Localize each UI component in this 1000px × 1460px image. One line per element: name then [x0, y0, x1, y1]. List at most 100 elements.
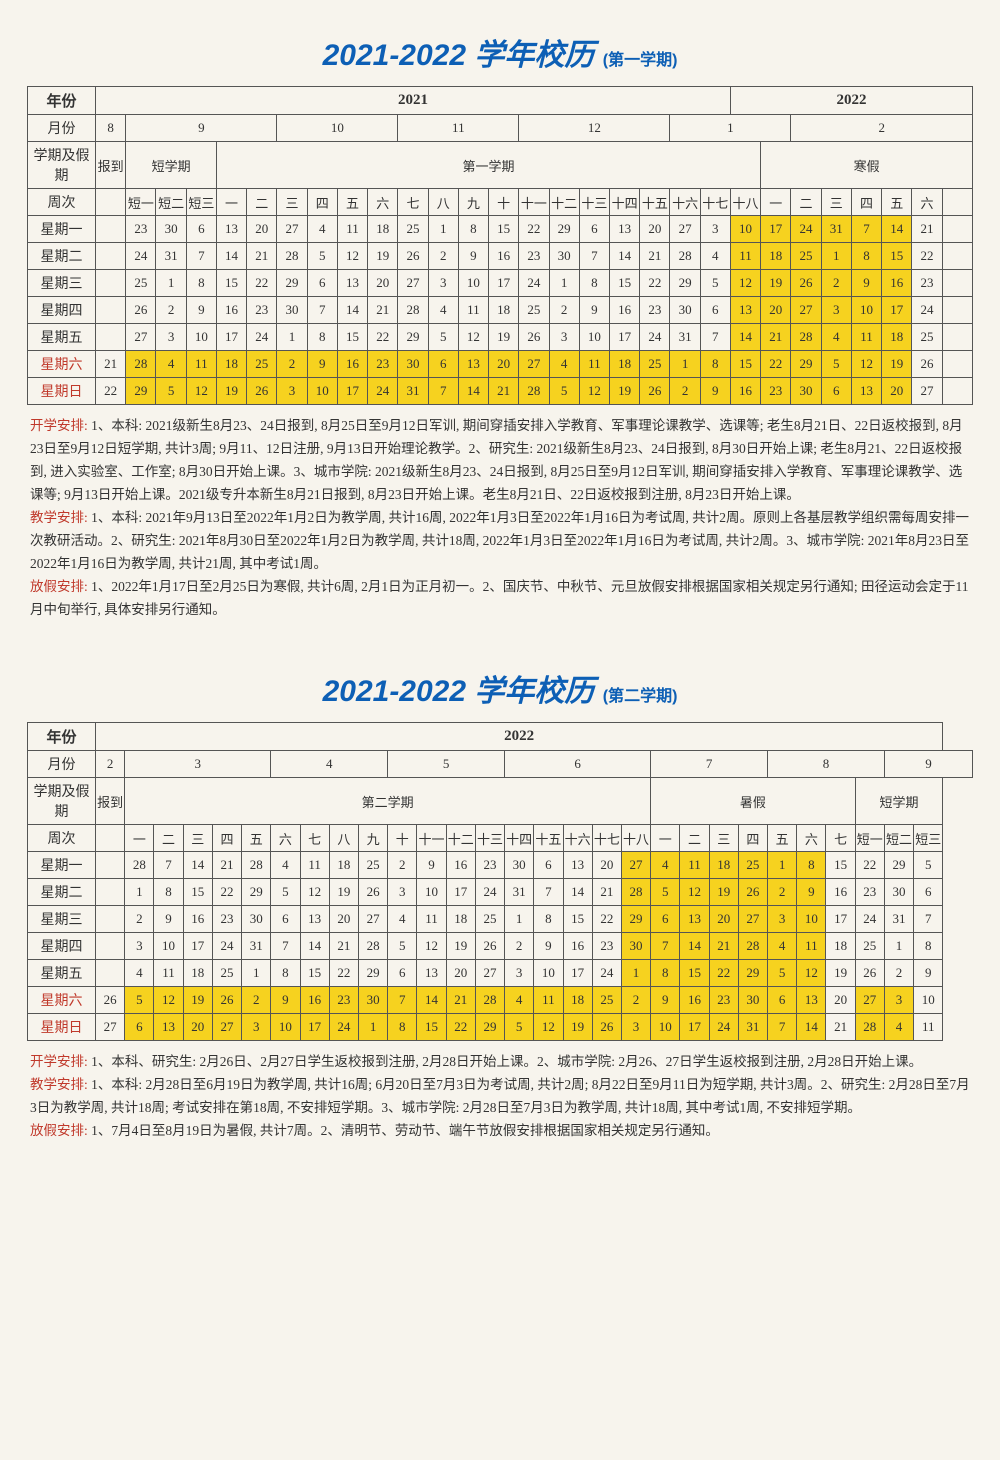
- date-cell: 25: [126, 270, 156, 297]
- date-cell: [96, 216, 126, 243]
- date-cell: 9: [271, 987, 300, 1014]
- date-cell: 24: [855, 906, 884, 933]
- date-cell: 16: [563, 933, 592, 960]
- week-cell: 短二: [884, 825, 913, 852]
- date-cell: 23: [368, 351, 398, 378]
- date-cell: 15: [563, 906, 592, 933]
- date-cell: 4: [125, 960, 154, 987]
- date-cell: 12: [797, 960, 826, 987]
- week-cell: 七: [826, 825, 855, 852]
- date-cell: 16: [183, 906, 212, 933]
- date-cell: 15: [417, 1014, 446, 1041]
- date-cell: 7: [651, 933, 680, 960]
- date-cell: 6: [534, 852, 563, 879]
- date-cell: 8: [651, 960, 680, 987]
- date-cell: 6: [271, 906, 300, 933]
- date-cell: 5: [914, 852, 943, 879]
- date-cell: 14: [563, 879, 592, 906]
- date-cell: 22: [761, 351, 791, 378]
- date-cell: 30: [670, 297, 700, 324]
- date-cell: 16: [489, 243, 519, 270]
- date-cell: 1: [277, 324, 307, 351]
- date-cell: 21: [912, 216, 942, 243]
- date-cell: 26: [358, 879, 387, 906]
- week-cell: [96, 825, 125, 852]
- week-cell: 三: [821, 189, 851, 216]
- date-cell: 9: [417, 852, 446, 879]
- date-cell: 25: [791, 243, 821, 270]
- week-cell: 十四: [505, 825, 534, 852]
- date-cell: 11: [851, 324, 881, 351]
- date-cell: 10: [851, 297, 881, 324]
- date-cell: 21: [709, 933, 738, 960]
- date-cell: 30: [621, 933, 650, 960]
- date-cell: 20: [247, 216, 277, 243]
- date-cell: 11: [337, 216, 367, 243]
- week-cell: 九: [458, 189, 488, 216]
- date-cell: 10: [651, 1014, 680, 1041]
- date-cell: 3: [700, 216, 730, 243]
- date-cell: 8: [579, 270, 609, 297]
- date-cell: 12: [851, 351, 881, 378]
- date-cell: 24: [912, 297, 942, 324]
- date-cell: 4: [884, 1014, 913, 1041]
- date-cell: 28: [126, 351, 156, 378]
- date-cell: 17: [609, 324, 639, 351]
- week-cell: 十六: [563, 825, 592, 852]
- date-cell: 20: [709, 906, 738, 933]
- date-cell: 8: [388, 1014, 417, 1041]
- date-cell: 27: [212, 1014, 241, 1041]
- date-cell: 8: [797, 852, 826, 879]
- day-label: 星期五: [28, 324, 96, 351]
- week-cell: 十七: [700, 189, 730, 216]
- row-month: 月份23456789: [28, 751, 973, 778]
- date-cell: 26: [212, 987, 241, 1014]
- day-row: 星期日2229512192631017243171421285121926291…: [28, 378, 973, 405]
- date-cell: 22: [912, 243, 942, 270]
- date-cell: 24: [247, 324, 277, 351]
- title-s2: 2021-2022 学年校历 (第二学期): [25, 666, 975, 710]
- week-cell: 短三: [186, 189, 216, 216]
- date-cell: 20: [592, 852, 621, 879]
- date-cell: [96, 906, 125, 933]
- date-cell: 11: [300, 852, 329, 879]
- date-cell: 25: [247, 351, 277, 378]
- week-cell: 十八: [730, 189, 760, 216]
- date-cell: 3: [505, 960, 534, 987]
- date-cell: 18: [882, 324, 912, 351]
- date-cell: 20: [489, 351, 519, 378]
- date-cell: 20: [761, 297, 791, 324]
- date-cell: 5: [505, 1014, 534, 1041]
- date-cell: 30: [505, 852, 534, 879]
- date-cell: [96, 243, 126, 270]
- date-cell: 7: [271, 933, 300, 960]
- date-cell: 9: [914, 960, 943, 987]
- date-cell: 8: [851, 243, 881, 270]
- date-cell: 9: [154, 906, 183, 933]
- date-cell: 28: [791, 324, 821, 351]
- date-cell: 3: [156, 324, 186, 351]
- date-cell: 24: [709, 1014, 738, 1041]
- note-line: 开学安排: 1、本科、研究生: 2月26日、2月27日学生返校报到注册, 2月2…: [30, 1051, 970, 1074]
- date-cell: 29: [475, 1014, 504, 1041]
- week-cell: [942, 189, 972, 216]
- week-cell: 七: [398, 189, 428, 216]
- date-cell: 17: [826, 906, 855, 933]
- date-cell: [942, 216, 972, 243]
- date-cell: 22: [519, 216, 549, 243]
- week-cell: 五: [768, 825, 797, 852]
- date-cell: 5: [700, 270, 730, 297]
- date-cell: 7: [700, 324, 730, 351]
- week-cell: 四: [212, 825, 241, 852]
- week-cell: 七: [300, 825, 329, 852]
- date-cell: 25: [358, 852, 387, 879]
- date-cell: 26: [398, 243, 428, 270]
- week-cell: 十三: [475, 825, 504, 852]
- date-cell: 16: [446, 852, 475, 879]
- date-cell: 29: [358, 960, 387, 987]
- date-cell: 13: [216, 216, 246, 243]
- date-cell: 13: [680, 906, 709, 933]
- week-cell: 短一: [126, 189, 156, 216]
- date-cell: 8: [186, 270, 216, 297]
- date-cell: 13: [337, 270, 367, 297]
